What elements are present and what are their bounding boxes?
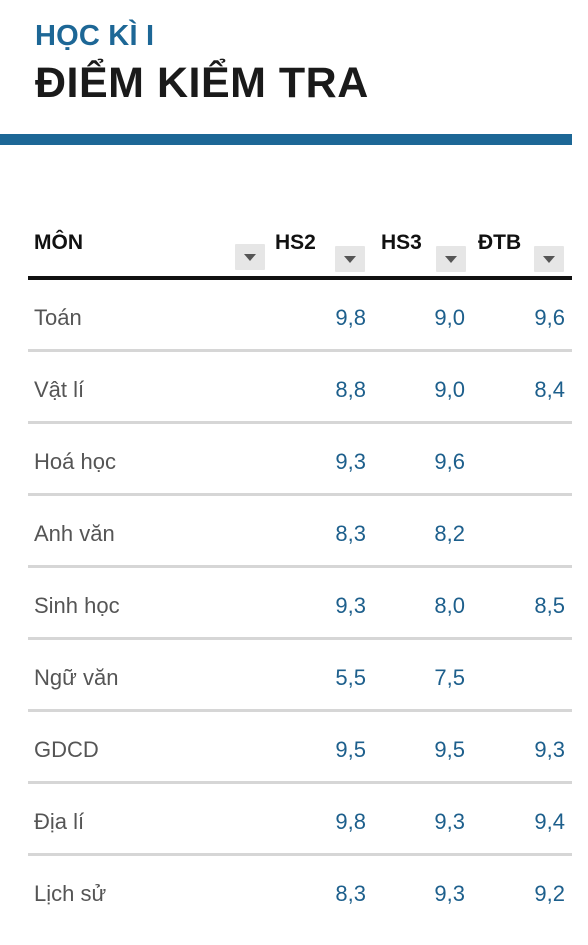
column-header-hs3: HS3 — [381, 231, 422, 254]
table-row: Vật lí 8,8 9,0 8,4 — [28, 352, 572, 424]
table-row: Ngữ văn 5,5 7,5 — [28, 640, 572, 712]
cell-hs2: 9,3 — [335, 449, 366, 474]
scores-table: MÔN HS2 HS3 ĐTB Toán 9,8 9,0 9,6 Vật lí 8,8 9,… — [28, 220, 572, 925]
cell-hs3: 8,2 — [434, 521, 465, 546]
cell-hs2: 8,3 — [335, 521, 366, 546]
cell-hs2: 9,8 — [335, 305, 366, 330]
cell-dtb: 8,5 — [534, 593, 565, 618]
sort-subject-dropdown-icon[interactable] — [235, 244, 265, 270]
sort-dtb-dropdown-icon[interactable] — [534, 246, 564, 272]
cell-hs3: 8,0 — [434, 593, 465, 618]
cell-dtb: 9,3 — [534, 737, 565, 762]
table-row: Toán 9,8 9,0 9,6 — [28, 280, 572, 352]
sort-hs2-dropdown-icon[interactable] — [335, 246, 365, 272]
cell-dtb: 9,2 — [534, 881, 565, 906]
cell-subject: Ngữ văn — [34, 665, 119, 690]
page-subtitle: HỌC KÌ I — [35, 20, 155, 52]
cell-hs3: 9,0 — [434, 305, 465, 330]
sort-hs3-dropdown-icon[interactable] — [436, 246, 466, 272]
column-header-dtb: ĐTB — [478, 231, 522, 254]
table-row: Anh văn 8,3 8,2 — [28, 496, 572, 568]
cell-dtb: 9,6 — [534, 305, 565, 330]
cell-subject: Toán — [34, 305, 82, 330]
table-row: Hoá học 9,3 9,6 — [28, 424, 572, 496]
cell-hs3: 9,5 — [434, 737, 465, 762]
cell-hs2: 9,8 — [335, 809, 366, 834]
table-row: Địa lí 9,8 9,3 9,4 — [28, 784, 572, 856]
table-header: MÔN HS2 HS3 ĐTB — [28, 220, 572, 280]
cell-hs3: 9,3 — [434, 809, 465, 834]
column-header-hs2: HS2 — [275, 231, 316, 254]
page-title: ĐIỂM KIỂM TRA — [35, 59, 369, 107]
cell-hs3: 9,0 — [434, 377, 465, 402]
cell-subject: Lịch sử — [34, 881, 107, 906]
cell-subject: Sinh học — [34, 593, 120, 618]
table-row: GDCD 9,5 9,5 9,3 — [28, 712, 572, 784]
table-row: Lịch sử 8,3 9,3 9,2 — [28, 856, 572, 925]
table-body: Toán 9,8 9,0 9,6 Vật lí 8,8 9,0 8,4 Hoá học 9,3 9,… — [28, 280, 572, 925]
cell-subject: Vật lí — [34, 377, 85, 402]
accent-divider — [0, 134, 572, 145]
cell-hs3: 9,3 — [434, 881, 465, 906]
cell-hs3: 9,6 — [434, 449, 465, 474]
cell-hs3: 7,5 — [434, 665, 465, 690]
cell-subject: Anh văn — [34, 521, 115, 546]
table-row: Sinh học 9,3 8,0 8,5 — [28, 568, 572, 640]
cell-hs2: 9,3 — [335, 593, 366, 618]
cell-dtb: 9,4 — [534, 809, 565, 834]
page-header: HỌC KÌ I ĐIỂM KIỂM TRA — [35, 18, 369, 108]
column-header-subject: MÔN — [34, 231, 83, 254]
cell-hs2: 8,3 — [335, 881, 366, 906]
cell-subject: Địa lí — [34, 809, 85, 834]
cell-hs2: 5,5 — [335, 665, 366, 690]
cell-hs2: 8,8 — [335, 377, 366, 402]
cell-hs2: 9,5 — [335, 737, 366, 762]
cell-subject: GDCD — [34, 737, 99, 762]
cell-subject: Hoá học — [34, 449, 116, 474]
cell-dtb: 8,4 — [534, 377, 565, 402]
